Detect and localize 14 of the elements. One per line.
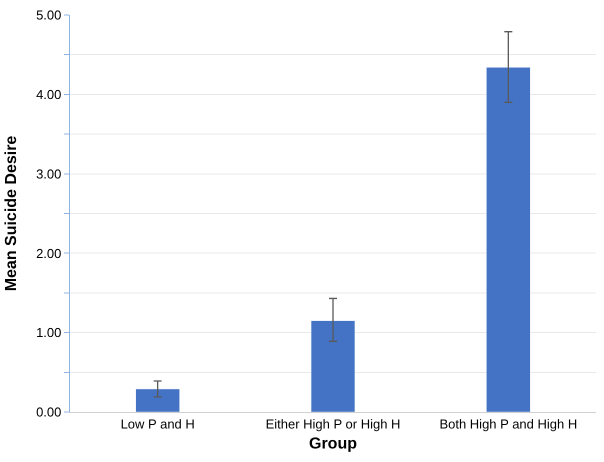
- y-tick-label: 1.00: [36, 325, 62, 340]
- x-tick-label: Both High P and High H: [439, 416, 578, 432]
- x-tick-label: Low P and H: [120, 416, 195, 432]
- bar: [136, 388, 180, 412]
- y-tick-label: 3.00: [36, 166, 62, 182]
- y-tick-label: 4.00: [36, 86, 62, 102]
- y-tick-label: 5.00: [36, 8, 62, 23]
- bar: [486, 67, 530, 412]
- bar: [310, 320, 356, 412]
- y-tick-label: 2.00: [36, 246, 62, 261]
- y-tick-label: 0.00: [36, 404, 62, 420]
- y-axis-title: Mean Suicide Desire: [2, 136, 20, 292]
- x-axis-title: Group: [309, 435, 358, 452]
- x-tick-label: Either High P or High H: [266, 416, 400, 432]
